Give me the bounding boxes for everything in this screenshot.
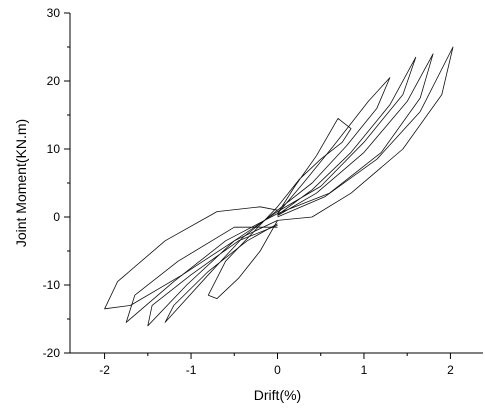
y-tick-label: 0 xyxy=(53,210,60,224)
x-tick-label: 2 xyxy=(447,363,454,377)
hysteresis-loop-1 xyxy=(207,118,352,300)
x-tick-label: -2 xyxy=(99,363,110,377)
x-tick-label: 0 xyxy=(274,363,281,377)
hysteresis-loop-2 xyxy=(164,77,391,323)
y-tick-label: 30 xyxy=(47,6,61,20)
x-tick-label: -1 xyxy=(186,363,197,377)
y-tick-label: -20 xyxy=(43,346,61,360)
y-axis-label: Joint Moment(KN.m) xyxy=(13,119,29,247)
hysteresis-loop-3 xyxy=(147,56,417,327)
hysteresis-loops xyxy=(104,46,454,327)
axes xyxy=(69,13,483,354)
y-tick-label: -10 xyxy=(43,278,61,292)
hysteresis-loop-4 xyxy=(125,53,434,323)
x-tick-label: 1 xyxy=(361,363,368,377)
hysteresis-loop-5 xyxy=(104,46,454,310)
x-axis-label: Drift(%) xyxy=(254,387,301,403)
y-tick-label: 10 xyxy=(47,142,61,156)
y-tick-label: 20 xyxy=(47,74,61,88)
